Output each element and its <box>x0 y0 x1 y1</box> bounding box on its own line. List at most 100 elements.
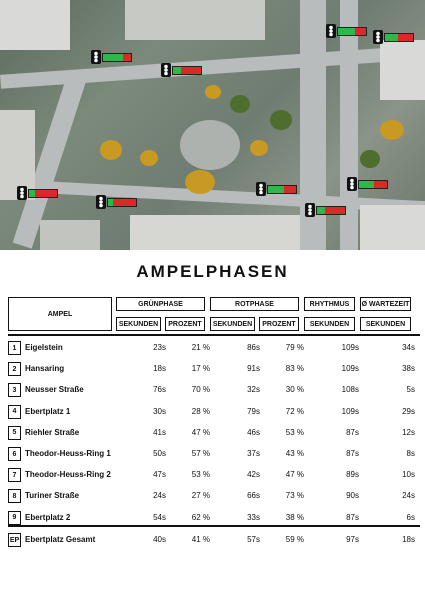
rot-sekunden: 42s <box>247 470 260 480</box>
header-ampel: AMPEL <box>8 297 112 331</box>
wartezeit: 12s <box>402 427 415 437</box>
rot-sekunden: 91s <box>247 364 260 374</box>
rot-sekunden: 86s <box>247 343 260 352</box>
phase-bar <box>358 179 388 189</box>
phase-bar <box>107 197 137 207</box>
building <box>380 40 425 100</box>
row-number-badge: 3 <box>8 383 21 398</box>
rot-sekunden: 66s <box>247 491 260 501</box>
row-name: Neusser Straße <box>25 385 84 395</box>
row-name: Ebertplatz 2 <box>25 512 71 522</box>
rot-prozent: 47 % <box>285 470 304 480</box>
building <box>0 110 35 200</box>
tree <box>380 120 404 140</box>
rot-prozent: 43 % <box>285 449 304 458</box>
traffic-light-icon <box>96 195 106 209</box>
table-row: 8 Turiner Straße 24s 27 % 66s 73 % 90s 24s <box>8 488 420 507</box>
traffic-light-icon <box>17 186 27 200</box>
gruen-sekunden: 18s <box>153 364 166 374</box>
rot-sekunden: 33s <box>247 512 260 522</box>
traffic-light-marker <box>304 203 346 217</box>
building <box>360 205 425 250</box>
row-name: Turiner Straße <box>25 491 80 501</box>
rot-sekunden: 46s <box>247 427 260 437</box>
traffic-light-marker <box>95 195 137 209</box>
subheader-rot-sekunden: SEKUNDEN <box>210 317 255 331</box>
row-number-badge: 1 <box>8 341 21 355</box>
subheader-gruen-sekunden: SEKUNDEN <box>116 317 161 331</box>
phase-bar <box>28 188 58 198</box>
subheader-gruen-prozent: PROZENT <box>165 317 205 331</box>
traffic-light-icon <box>161 63 171 77</box>
rot-sekunden: 37s <box>247 449 260 458</box>
rhythmus: 109s <box>341 364 359 374</box>
rot-prozent: 30 % <box>285 385 304 395</box>
header-rotphase: ROTPHASE <box>210 297 299 311</box>
gruen-prozent: 17 % <box>191 364 210 374</box>
gruen-prozent: 70 % <box>191 385 210 395</box>
gruen-prozent: 27 % <box>191 491 210 501</box>
gruen-sekunden: 40s <box>153 535 166 544</box>
row-number-badge: 9 <box>8 510 21 525</box>
table-row: 1 Eigelstein 23s 21 % 86s 79 % 109s 34s <box>8 340 420 359</box>
rot-prozent: 59 % <box>285 535 304 544</box>
tree <box>140 150 158 166</box>
row-name: Theodor-Heuss-Ring 2 <box>25 470 111 480</box>
traffic-light-marker <box>346 177 388 191</box>
wartezeit: 24s <box>402 491 415 501</box>
gruen-prozent: 57 % <box>191 449 210 458</box>
building <box>130 215 300 250</box>
phase-bar <box>337 26 367 36</box>
row-number-badge: 5 <box>8 425 21 440</box>
building <box>40 220 100 250</box>
phase-bar <box>172 65 202 75</box>
aerial-photo <box>0 0 425 250</box>
rhythmus: 87s <box>346 427 359 437</box>
traffic-light-icon <box>305 203 315 217</box>
table-row: 2 Hansaring 18s 17 % 91s 83 % 109s 38s <box>8 361 420 380</box>
tree <box>250 140 268 156</box>
subheader-rhythmus-sekunden: SEKUNDEN <box>304 317 355 331</box>
tree <box>360 150 380 168</box>
wartezeit: 5s <box>406 385 415 395</box>
gruen-prozent: 41 % <box>191 535 210 544</box>
wartezeit: 18s <box>402 535 415 544</box>
header-wartezeit: Ø WARTEZEIT <box>360 297 411 311</box>
gruen-sekunden: 23s <box>153 343 166 352</box>
rhythmus: 109s <box>341 406 359 416</box>
row-name: Hansaring <box>25 364 65 374</box>
header-rhythmus: RHYTHMUS <box>304 297 355 311</box>
table-row: 5 Riehler Straße 41s 47 % 46s 53 % 87s 12s <box>8 425 420 444</box>
gruen-sekunden: 30s <box>153 406 166 416</box>
row-name: Theodor-Heuss-Ring 1 <box>25 449 111 458</box>
rot-prozent: 72 % <box>285 406 304 416</box>
tree <box>205 85 221 99</box>
rot-prozent: 83 % <box>285 364 304 374</box>
phase-bar <box>384 32 414 42</box>
table-row: 4 Ebertplatz 1 30s 28 % 79s 72 % 109s 29s <box>8 404 420 423</box>
plaza <box>180 120 240 170</box>
traffic-light-marker <box>90 50 132 64</box>
tree <box>270 110 292 130</box>
gruen-sekunden: 24s <box>153 491 166 501</box>
rot-sekunden: 32s <box>247 385 260 395</box>
row-number-badge: EP <box>8 533 21 547</box>
phase-bar <box>102 52 132 62</box>
row-number-badge: 2 <box>8 362 21 377</box>
row-number-badge: 7 <box>8 468 21 483</box>
traffic-light-marker <box>160 63 202 77</box>
wartezeit: 38s <box>402 364 415 374</box>
table-row: 3 Neusser Straße 76s 70 % 32s 30 % 108s 5s <box>8 382 420 401</box>
building <box>125 0 265 40</box>
subheader-wartezeit-sekunden: SEKUNDEN <box>360 317 411 331</box>
table-row: 7 Theodor-Heuss-Ring 2 47s 53 % 42s 47 % 89s 10… <box>8 467 420 486</box>
row-name: Riehler Straße <box>25 427 80 437</box>
wartezeit: 29s <box>402 406 415 416</box>
gruen-sekunden: 76s <box>153 385 166 395</box>
header-divider <box>8 334 420 336</box>
rot-sekunden: 57s <box>247 535 260 544</box>
subheader-rot-prozent: PROZENT <box>259 317 299 331</box>
wartezeit: 6s <box>406 512 415 522</box>
phase-bar <box>316 205 346 215</box>
traffic-light-marker <box>255 182 297 196</box>
